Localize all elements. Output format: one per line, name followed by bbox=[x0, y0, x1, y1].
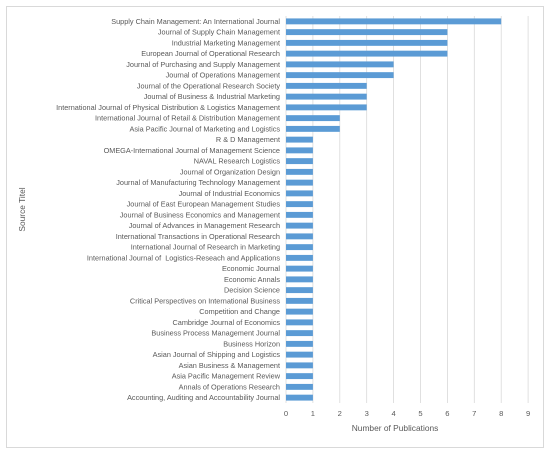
bar bbox=[286, 287, 313, 294]
bar bbox=[286, 61, 394, 68]
category-label: Business Horizon bbox=[223, 339, 280, 348]
bar bbox=[286, 330, 313, 337]
bar bbox=[286, 319, 313, 326]
category-label: Journal of Industrial Economics bbox=[179, 189, 281, 198]
x-tick-label: 4 bbox=[391, 409, 395, 418]
bar bbox=[286, 244, 313, 251]
bar bbox=[286, 82, 367, 89]
bar bbox=[286, 72, 394, 79]
category-label: Journal of Business & Industrial Marketi… bbox=[144, 92, 280, 101]
category-label: Journal of the Operational Research Soci… bbox=[137, 81, 281, 90]
y-axis-title: Source Titel bbox=[17, 187, 27, 231]
x-tick-label: 9 bbox=[526, 409, 530, 418]
x-tick-label: 0 bbox=[284, 409, 288, 418]
x-axis-title: Number of Publications bbox=[352, 423, 439, 433]
bars bbox=[286, 18, 502, 401]
category-label: International Journal of Physical Distri… bbox=[56, 103, 280, 112]
category-label: Asian Journal of Shipping and Logistics bbox=[153, 350, 281, 359]
category-labels: Supply Chain Management: An Internationa… bbox=[56, 17, 281, 402]
category-label: Accounting, Auditing and Accountability … bbox=[127, 393, 280, 402]
bar bbox=[286, 136, 313, 143]
bar bbox=[286, 115, 340, 122]
bar bbox=[286, 340, 313, 347]
bar bbox=[286, 147, 313, 154]
category-label: R & D Management bbox=[216, 135, 280, 144]
category-label: European Journal of Operational Research bbox=[141, 49, 280, 58]
category-label: International Journal of Research in Mar… bbox=[131, 243, 280, 252]
bar bbox=[286, 222, 313, 229]
category-label: Annals of Operations Research bbox=[179, 382, 280, 391]
bar bbox=[286, 93, 367, 100]
category-label: Competition and Change bbox=[199, 307, 280, 316]
bar bbox=[286, 50, 448, 57]
category-label: Journal of East European Management Stud… bbox=[127, 200, 281, 209]
category-label: Asia Pacific Journal of Marketing and Lo… bbox=[130, 124, 281, 133]
category-label: Journal of Supply Chain Management bbox=[158, 28, 280, 37]
bar bbox=[286, 308, 313, 315]
category-label: Journal of Organization Design bbox=[180, 167, 280, 176]
x-tick-labels: 0 1 2 3 4 5 6 7 8 9 bbox=[284, 409, 530, 418]
category-label: Journal of Advances in Management Resear… bbox=[129, 221, 280, 230]
x-tick-label: 3 bbox=[365, 409, 369, 418]
x-tick-label: 8 bbox=[499, 409, 503, 418]
bar bbox=[286, 104, 367, 111]
category-label: Asia Pacific Management Review bbox=[172, 372, 281, 381]
gridlines bbox=[285, 16, 529, 403]
bar bbox=[286, 383, 313, 390]
bar bbox=[286, 265, 313, 272]
bar bbox=[286, 179, 313, 186]
category-label: Business Process Management Journal bbox=[151, 329, 280, 338]
category-label: International Transactions in Operationa… bbox=[116, 232, 280, 241]
bar bbox=[286, 125, 340, 132]
category-label: Economic Annals bbox=[224, 275, 280, 284]
x-tick-label: 5 bbox=[418, 409, 422, 418]
bar bbox=[286, 18, 502, 25]
bar bbox=[286, 190, 313, 197]
bar bbox=[286, 211, 313, 218]
category-label: Economic Journal bbox=[222, 264, 280, 273]
category-label: Journal of Operations Management bbox=[166, 71, 280, 80]
bar bbox=[286, 233, 313, 240]
bar bbox=[286, 373, 313, 380]
category-label: Critical Perspectives on International B… bbox=[130, 296, 280, 305]
x-tick-label: 7 bbox=[472, 409, 476, 418]
category-label: International Journal of Logistics-Resea… bbox=[87, 253, 280, 262]
bar bbox=[286, 297, 313, 304]
category-label: Cambridge Journal of Economics bbox=[173, 318, 281, 327]
category-label: OMEGA-International Journal of Managemen… bbox=[104, 146, 280, 155]
category-label: Supply Chain Management: An Internationa… bbox=[111, 17, 280, 26]
x-tick-label: 6 bbox=[445, 409, 449, 418]
category-label: NAVAL Research Logistics bbox=[194, 157, 281, 166]
bar bbox=[286, 362, 313, 369]
category-label: Journal of Business Economics and Manage… bbox=[120, 210, 280, 219]
chart-frame bbox=[6, 6, 544, 448]
category-label: Industrial Marketing Management bbox=[172, 38, 280, 47]
bar bbox=[286, 29, 448, 36]
bar bbox=[286, 276, 313, 283]
category-label: Asian Business & Management bbox=[179, 361, 280, 370]
x-tick-label: 2 bbox=[338, 409, 342, 418]
bar bbox=[286, 158, 313, 165]
category-label: Journal of Manufacturing Technology Mana… bbox=[116, 178, 280, 187]
category-label: Journal of Purchasing and Supply Managem… bbox=[126, 60, 280, 69]
bar bbox=[286, 351, 313, 358]
bar bbox=[286, 394, 313, 401]
bar bbox=[286, 168, 313, 175]
category-label: Decision Science bbox=[224, 286, 280, 295]
category-label: International Journal of Retail & Distri… bbox=[95, 114, 280, 123]
x-tick-label: 1 bbox=[311, 409, 315, 418]
bar bbox=[286, 39, 448, 46]
bar bbox=[286, 201, 313, 208]
bar bbox=[286, 254, 313, 261]
